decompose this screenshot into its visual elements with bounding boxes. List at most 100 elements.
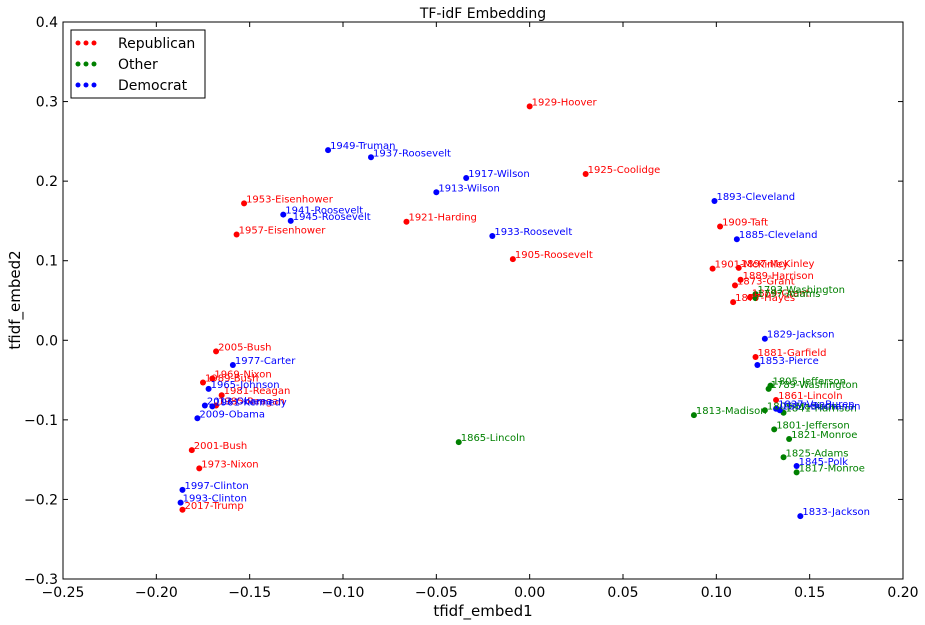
- point-label: 1953-Eisenhower: [246, 194, 334, 205]
- data-point: [179, 506, 186, 513]
- data-point: [241, 200, 248, 207]
- point-label: 1997-Clinton: [184, 481, 248, 492]
- point-label: 1901-McKinley: [715, 260, 789, 271]
- data-point: [793, 469, 800, 476]
- point-label: 1797-Adams: [758, 289, 821, 300]
- point-label: 1825-Adams: [786, 448, 849, 459]
- legend-marker: [75, 61, 81, 67]
- data-point: [196, 465, 203, 472]
- data-point: [403, 218, 410, 225]
- data-point: [737, 276, 744, 283]
- data-point: [201, 402, 208, 409]
- data-point: [780, 454, 787, 461]
- point-label: 1945-Roosevelt: [293, 212, 371, 223]
- point-label: 1813-Madison: [696, 406, 767, 417]
- data-point: [786, 435, 793, 442]
- legend: Republican Other Democrat: [70, 29, 206, 99]
- x-tick-label: 0.10: [701, 585, 732, 601]
- legend-marker: [83, 61, 89, 67]
- point-label: 1829-Jackson: [767, 330, 835, 341]
- y-tick-label: 0.4: [36, 15, 58, 31]
- point-label: 1801-Jefferson: [776, 420, 850, 431]
- point-label: 1969-Nixon: [214, 369, 271, 380]
- point-label: 1977-Carter: [235, 356, 296, 367]
- point-label: 1973-Nixon: [201, 459, 258, 470]
- data-point: [752, 353, 759, 360]
- point-label: 2001-Bush: [194, 441, 247, 452]
- data-point: [771, 426, 778, 433]
- point-label: 1909-Taft: [722, 217, 768, 228]
- legend-marker: [91, 40, 97, 46]
- point-labels: 1929-Hoover1925-Coolidge1953-Eisenhower1…: [183, 97, 870, 518]
- point-label: 1893-Cleveland: [716, 192, 795, 203]
- x-tick-label: −0.25: [42, 585, 85, 601]
- point-label: 1857-Buchanan: [782, 401, 861, 412]
- data-point: [368, 154, 374, 161]
- data-point: [752, 295, 759, 302]
- legend-label: Other: [118, 57, 158, 73]
- data-point: [730, 299, 737, 306]
- y-tick-label: −0.3: [24, 572, 58, 588]
- x-axis-ticks: −0.25 −0.20 −0.15 −0.10 −0.05 0.00 0.05 0.10 0.1…: [42, 22, 919, 601]
- data-point: [582, 170, 589, 177]
- y-tick-label: −0.1: [24, 413, 58, 429]
- data-point: [194, 415, 201, 422]
- point-label: 1981-Reagan: [224, 386, 291, 397]
- data-point: [179, 486, 186, 493]
- point-label: 2017-Trump: [184, 501, 243, 512]
- data-point: [761, 407, 768, 414]
- data-point: [733, 236, 740, 243]
- plot-area: [62, 21, 904, 580]
- point-label: 1889-Harrison: [743, 271, 814, 282]
- data-point: [735, 264, 742, 271]
- data-point: [213, 348, 220, 355]
- data-point: [218, 392, 225, 399]
- point-label: 1957-Eisenhower: [239, 225, 327, 236]
- point-label: 1853-Pierce: [759, 356, 818, 367]
- data-point: [463, 174, 470, 181]
- legend-marker: [83, 40, 89, 46]
- legend-marker: [91, 82, 97, 88]
- data-point: [489, 233, 496, 240]
- point-label: 1961-Kennedy: [214, 397, 286, 408]
- point-label: 2005-Bush: [218, 342, 271, 353]
- point-label: 1821-Monroe: [791, 430, 857, 441]
- data-point: [793, 463, 800, 470]
- point-label: 1789-Washington: [771, 380, 858, 391]
- data-point: [776, 407, 783, 414]
- point-label: 1885-Cleveland: [739, 230, 818, 241]
- data-point: [209, 375, 216, 382]
- x-tick-label: −0.10: [322, 585, 365, 601]
- point-label: 1949-Truman: [330, 141, 395, 152]
- y-axis-title: tfidf_embed2: [6, 250, 25, 349]
- point-label: 1805-Jefferson: [772, 377, 846, 388]
- point-label: 1845-Polk: [799, 457, 849, 468]
- legend-marker: [75, 40, 81, 46]
- data-point: [709, 265, 716, 272]
- point-label: 1905-Roosevelt: [515, 250, 593, 261]
- data-point: [746, 294, 753, 301]
- point-label: 1937-Roosevelt: [373, 148, 451, 159]
- data-point: [177, 499, 184, 506]
- y-tick-label: 0.0: [36, 333, 58, 349]
- x-axis-title: tfidf_embed1: [433, 602, 532, 621]
- x-tick-label: −0.20: [135, 585, 178, 601]
- point-label: 1793-Washington: [758, 285, 845, 296]
- data-point: [188, 447, 195, 454]
- point-label: 1933-Roosevelt: [494, 227, 572, 238]
- data-point: [287, 217, 294, 224]
- data-point: [229, 361, 236, 368]
- x-tick-label: 0.20: [887, 585, 918, 601]
- point-label: 1929-Hoover: [532, 97, 598, 108]
- point-label: 1993-Clinton: [183, 494, 247, 505]
- data-point: [765, 385, 772, 392]
- point-label: 1817-Monroe: [799, 463, 865, 474]
- point-label: 1913-Wilson: [438, 183, 500, 194]
- legend-label: Democrat: [118, 78, 188, 94]
- data-point: [233, 231, 240, 238]
- legend-marker: [83, 82, 89, 88]
- point-label: 1837-VanBuren: [778, 400, 855, 411]
- point-label: 1917-Wilson: [468, 169, 530, 180]
- data-point: [325, 147, 332, 154]
